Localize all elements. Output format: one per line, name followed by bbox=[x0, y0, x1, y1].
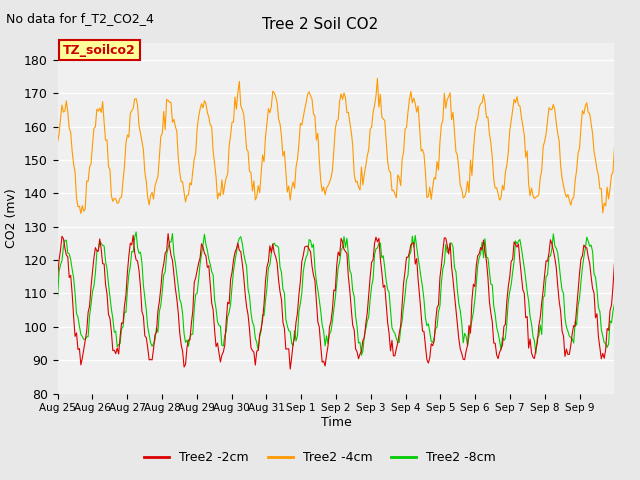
Text: Tree 2 Soil CO2: Tree 2 Soil CO2 bbox=[262, 17, 378, 32]
Text: No data for f_T2_CO2_4: No data for f_T2_CO2_4 bbox=[6, 12, 154, 25]
Text: TZ_soilco2: TZ_soilco2 bbox=[63, 44, 136, 57]
Legend: Tree2 -2cm, Tree2 -4cm, Tree2 -8cm: Tree2 -2cm, Tree2 -4cm, Tree2 -8cm bbox=[140, 446, 500, 469]
X-axis label: Time: Time bbox=[321, 416, 351, 429]
Y-axis label: CO2 (mv): CO2 (mv) bbox=[6, 189, 19, 248]
